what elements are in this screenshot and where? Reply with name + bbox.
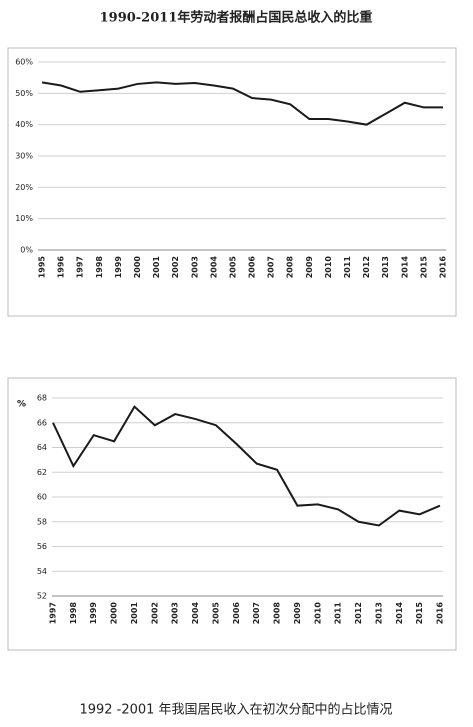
x-tick-label: 1999 <box>89 602 98 625</box>
y-tick-label: 60% <box>15 58 33 67</box>
chart-title: 1992 -2001 年我国居民收入在初次分配中的占比情况 <box>79 702 392 718</box>
x-tick-label: 2004 <box>209 256 218 279</box>
x-tick-label: 2016 <box>436 602 445 625</box>
x-tick-label: 2013 <box>381 256 390 278</box>
x-tick-label: 2004 <box>191 602 200 625</box>
data-line <box>41 81 443 126</box>
y-tick-label: 30% <box>15 152 33 161</box>
x-tick-label: 2001 <box>152 256 161 279</box>
x-tick-label: 1997 <box>49 602 58 624</box>
y-tick-label: 60 <box>37 493 47 502</box>
x-tick-label: 2012 <box>354 602 363 624</box>
x-tick-label: 1998 <box>95 256 104 279</box>
x-tick-label: 2000 <box>110 602 119 625</box>
data-line <box>52 405 441 527</box>
x-tick-label: 2008 <box>286 256 295 279</box>
chart-frame <box>7 377 457 651</box>
chart-frame <box>7 47 457 317</box>
y-tick-label: 10% <box>15 214 33 223</box>
x-tick-label: 1998 <box>69 602 78 625</box>
x-tick-label: 1997 <box>76 256 85 278</box>
x-tick-label: 2006 <box>248 256 257 279</box>
x-tick-label: 2015 <box>415 602 424 625</box>
x-tick-label: 2008 <box>273 602 282 625</box>
x-tick-label: 2011 <box>343 256 352 279</box>
y-tick-label: 62 <box>37 468 47 477</box>
y-tick-label: 20% <box>15 183 33 192</box>
y-tick-label: 0% <box>20 246 33 255</box>
x-tick-label: 2012 <box>362 256 371 278</box>
x-tick-label: 2006 <box>232 602 241 625</box>
x-tick-label: 2014 <box>400 256 409 279</box>
x-tick-label: 2007 <box>267 256 276 278</box>
x-tick-label: 2011 <box>334 602 343 625</box>
x-tick-label: 2013 <box>374 602 383 624</box>
x-tick-label: 2002 <box>171 256 180 278</box>
x-tick-label: 2009 <box>305 256 314 279</box>
y-tick-label: 58 <box>37 517 47 526</box>
x-tick-label: 2003 <box>190 256 199 278</box>
y-tick-label: 68 <box>37 394 47 403</box>
x-tick-label: 2015 <box>419 256 428 279</box>
chart-title: 1990-2011年劳动者报酬占国民总收入的比重 <box>100 10 373 26</box>
y-axis-label: % <box>17 400 26 410</box>
x-tick-label: 2003 <box>171 602 180 624</box>
x-tick-label: 1999 <box>114 256 123 279</box>
x-tick-label: 2014 <box>395 602 404 625</box>
x-tick-label: 2001 <box>130 602 139 625</box>
y-tick-label: 50% <box>15 89 33 98</box>
x-tick-label: 2007 <box>252 602 261 624</box>
x-tick-label: 2010 <box>324 256 333 279</box>
x-tick-label: 2005 <box>211 602 220 625</box>
x-tick-label: 2005 <box>228 256 237 279</box>
y-tick-label: 56 <box>37 542 47 551</box>
x-tick-label: 1995 <box>38 256 47 279</box>
x-tick-label: 1996 <box>57 256 66 279</box>
y-tick-label: 64 <box>37 443 47 452</box>
y-tick-label: 54 <box>37 567 47 576</box>
x-tick-label: 2009 <box>293 602 302 625</box>
y-tick-label: 40% <box>15 120 33 129</box>
y-tick-label: 66 <box>37 418 47 427</box>
x-tick-label: 2010 <box>313 602 322 625</box>
y-tick-label: 52 <box>37 592 47 601</box>
x-tick-label: 2000 <box>133 256 142 279</box>
x-tick-label: 2002 <box>150 602 159 624</box>
x-tick-label: 2016 <box>439 256 448 279</box>
